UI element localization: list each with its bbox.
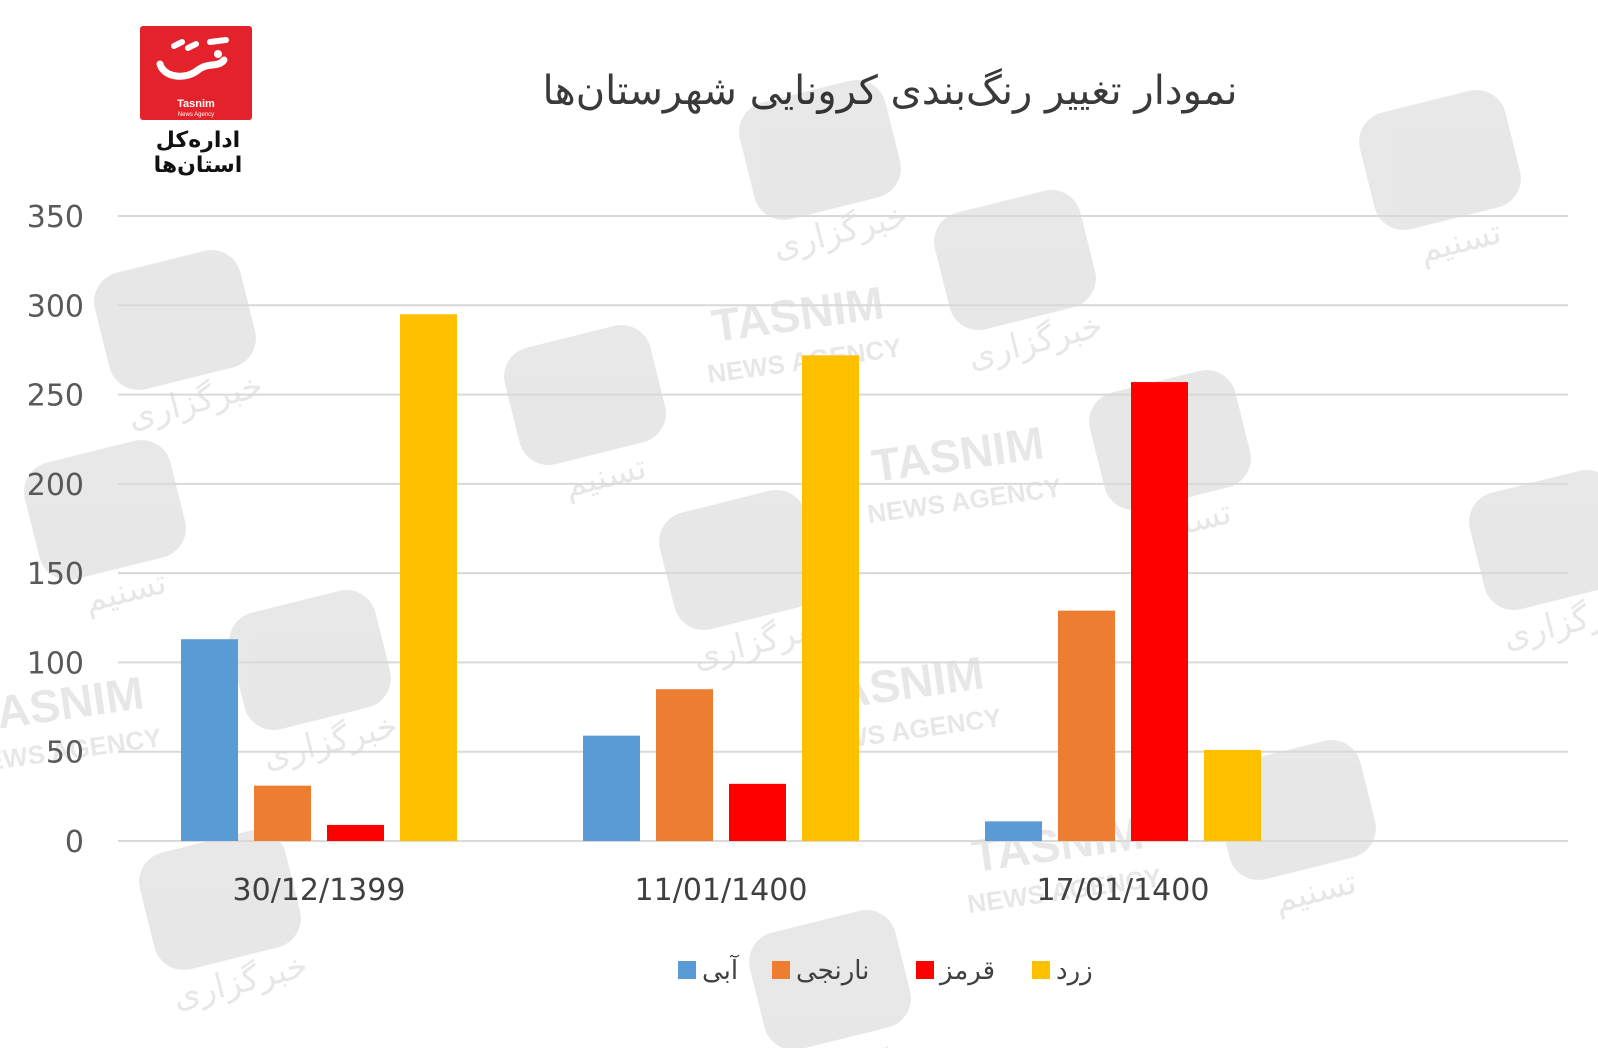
watermark: خبرگزاری — [739, 80, 912, 268]
legend-swatch — [772, 961, 790, 979]
y-axis-ticks: 0 50 100 150 200 250 300 350 — [27, 200, 84, 860]
logo: Tasnim News Agency — [140, 26, 252, 120]
bar — [400, 314, 457, 841]
bar — [1058, 610, 1115, 841]
legend-label: آبی — [702, 954, 740, 986]
bar — [1131, 382, 1188, 841]
watermark: خبرگزاری — [139, 830, 312, 1018]
legend-swatch — [678, 961, 696, 979]
bar — [1204, 749, 1261, 841]
watermark: خبرگزاری — [1469, 470, 1598, 658]
logo-caption: اداره‌کل استان‌ها — [153, 128, 243, 178]
bar — [327, 824, 384, 841]
legend-label: نارنجی — [796, 956, 869, 986]
logo-brand: Tasnim — [177, 98, 215, 110]
x-tick-label: 11/01/1400 — [635, 873, 808, 908]
y-tick-label: 200 — [27, 468, 84, 503]
chart-title: نمودار تغییر رنگ‌بندی کرونایی شهرستان‌ها — [542, 68, 1238, 114]
y-tick-label: 50 — [46, 736, 84, 771]
legend-swatch — [916, 961, 934, 979]
legend-label: قرمز — [938, 956, 995, 986]
bars — [181, 314, 1261, 841]
bar — [181, 639, 238, 841]
y-tick-label: 350 — [27, 200, 84, 235]
bar — [656, 689, 713, 841]
x-tick-label: 30/12/1399 — [233, 873, 406, 908]
y-tick-label: 0 — [65, 825, 84, 860]
logo-glyph-icon — [156, 37, 229, 80]
watermark: خبرگزاری — [229, 590, 402, 778]
legend-label: زرد — [1056, 956, 1093, 986]
logo-agency: News Agency — [177, 112, 215, 118]
bar — [985, 821, 1042, 841]
watermark: خبرگزاری — [94, 250, 267, 438]
y-tick-label: 100 — [27, 646, 84, 681]
watermark: تسنیم — [1359, 90, 1521, 271]
watermark: تسنیم — [24, 440, 186, 621]
bar — [729, 783, 786, 841]
bar — [254, 785, 311, 841]
watermark: خبرگزاری — [934, 190, 1107, 378]
legend: آبی نارنجی قرمز زرد — [678, 954, 1093, 986]
y-tick-label: 300 — [27, 289, 84, 324]
y-tick-label: 150 — [27, 557, 84, 592]
x-tick-label: 17/01/1400 — [1037, 873, 1210, 908]
x-axis-labels: 30/12/1399 11/01/1400 17/01/1400 — [233, 873, 1210, 908]
bar — [583, 735, 640, 841]
legend-swatch — [1032, 961, 1050, 979]
bar — [802, 355, 859, 841]
y-tick-label: 250 — [27, 379, 84, 414]
